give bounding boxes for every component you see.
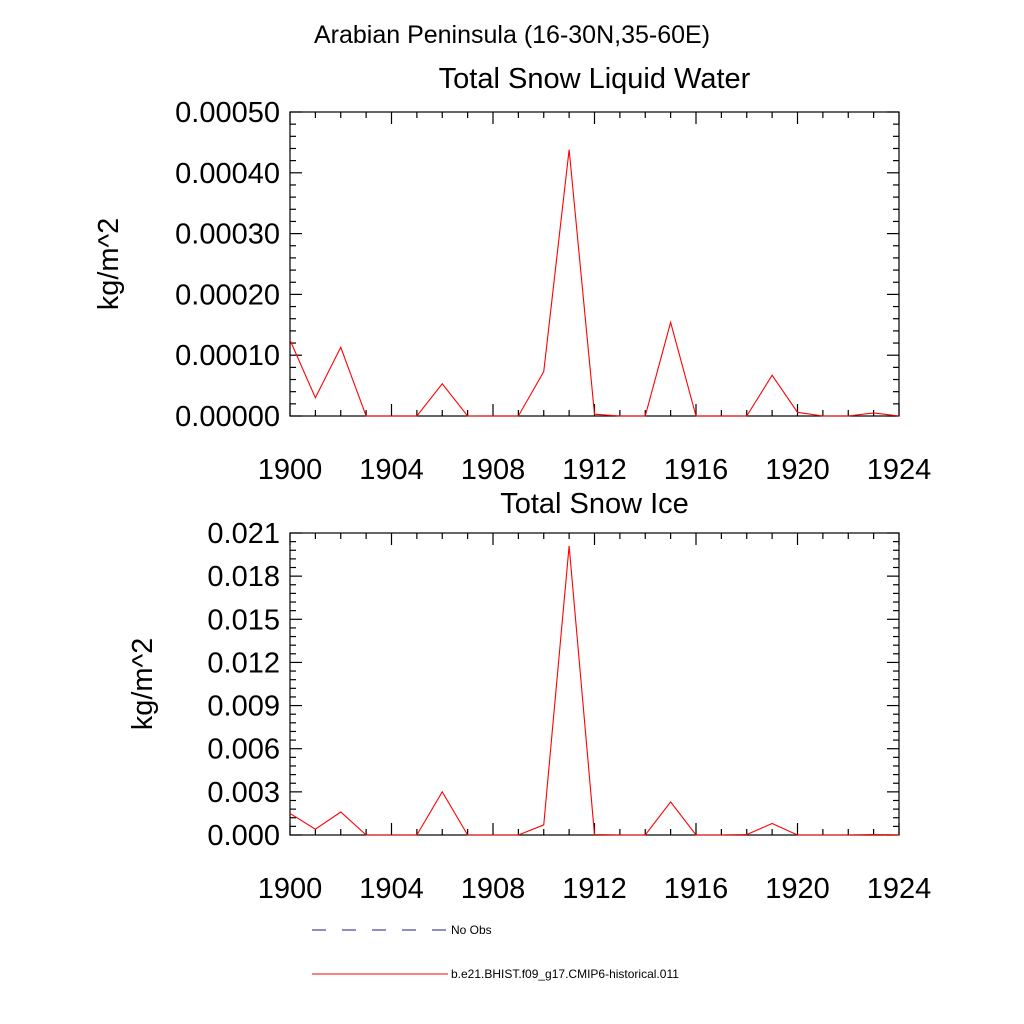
x-tick-label: 1912 — [562, 454, 627, 486]
y-tick-label: 0.00040 — [175, 158, 280, 190]
y-tick-label: 0.006 — [207, 734, 280, 766]
y-tick-label: 0.000 — [207, 820, 280, 852]
x-tick-label: 1916 — [664, 873, 729, 905]
y-tick-label: 0.018 — [207, 561, 280, 593]
y-tick-label: 0.009 — [207, 691, 280, 723]
x-tick-label: 1920 — [765, 873, 830, 905]
chart-title-liquid: Total Snow Liquid Water — [439, 63, 751, 95]
chart-panel-snow-ice: Total Snow Ice 1900 1904 1908 1912 1916 1920 19… — [127, 488, 931, 905]
y-tick-label: 0.012 — [207, 647, 280, 679]
y-tick-label: 0.00000 — [175, 401, 280, 433]
x-tick-label: 1904 — [359, 454, 424, 486]
plot-frame — [289, 111, 900, 417]
y-tick-label: 0.003 — [207, 777, 280, 809]
figure-title: Arabian Peninsula (16-30N,35-60E) — [314, 21, 710, 49]
x-tick-label: 1904 — [359, 873, 424, 905]
x-tick-label: 1916 — [664, 454, 729, 486]
y-tick-label: 0.00010 — [175, 340, 280, 372]
y-tick-label: 0.00030 — [175, 219, 280, 251]
chart-panel-snow-liquid-water: Total Snow Liquid Water 1900 1904 1908 1912 1… — [93, 63, 931, 486]
x-tick-label: 1900 — [258, 873, 323, 905]
y-tick-label: 0.021 — [207, 518, 280, 550]
x-tick-label: 1924 — [867, 454, 932, 486]
x-tick-label: 1908 — [461, 873, 526, 905]
x-tick-label: 1900 — [258, 454, 323, 486]
series-line-ice — [289, 545, 900, 836]
x-tick-label: 1912 — [562, 873, 627, 905]
plot-frame — [289, 532, 900, 836]
series-line-liquid — [289, 149, 900, 417]
chart-title-ice: Total Snow Ice — [500, 488, 689, 520]
x-tick-label: 1920 — [765, 454, 830, 486]
legend: No Obs b.e21.BHIST.f09_g17.CMIP6-histori… — [312, 923, 679, 981]
legend-label-no-obs: No Obs — [451, 923, 492, 937]
y-axis-label: kg/m^2 — [127, 638, 159, 731]
x-tick-label: 1908 — [461, 454, 526, 486]
y-tick-label: 0.00020 — [175, 279, 280, 311]
x-tick-label: 1924 — [867, 873, 932, 905]
y-tick-label: 0.00050 — [175, 97, 280, 129]
y-axis-label: kg/m^2 — [93, 218, 125, 311]
legend-label-model: b.e21.BHIST.f09_g17.CMIP6-historical.011 — [451, 967, 679, 981]
y-tick-label: 0.015 — [207, 604, 280, 636]
